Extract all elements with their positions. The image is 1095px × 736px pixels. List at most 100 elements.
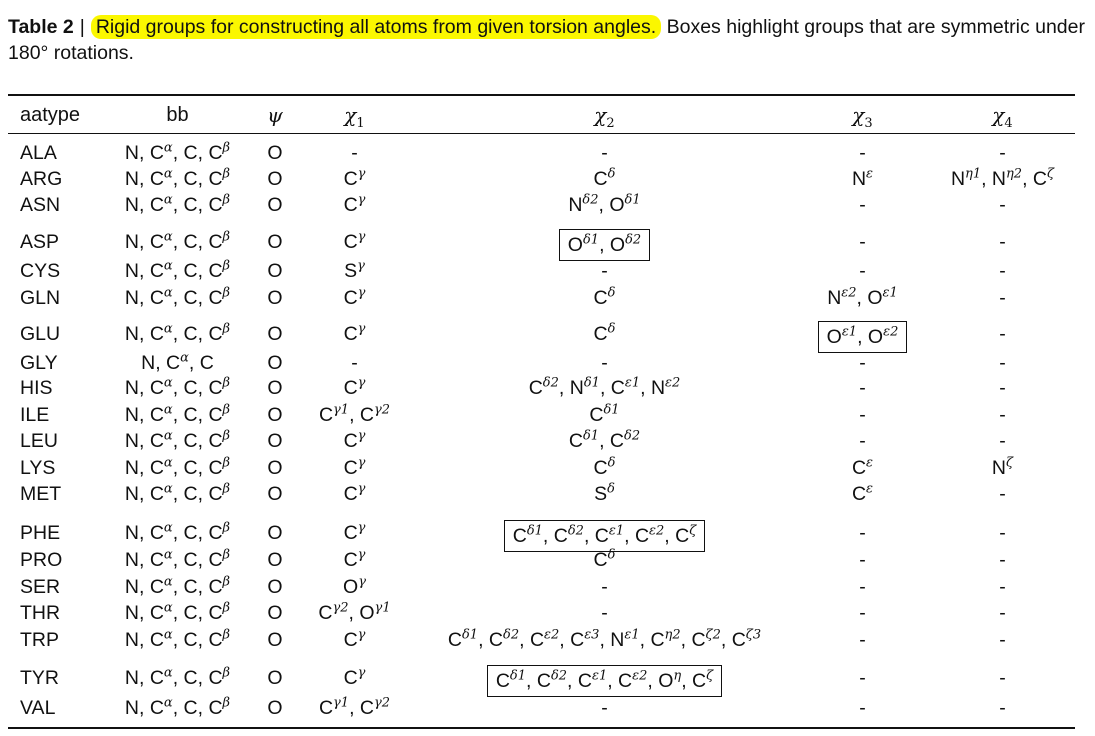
cell-bb: N, Cα, C, Cβ <box>100 428 255 454</box>
cell-value: O <box>267 600 282 626</box>
cell-value: Cγ <box>344 481 366 507</box>
cell-value: Nε <box>852 166 873 192</box>
cell-aatype: TYR <box>20 665 100 691</box>
cell-chi3: - <box>800 428 925 454</box>
cell-chi2: - <box>412 350 797 376</box>
cell-value: O <box>267 140 282 166</box>
cell-value: - <box>351 350 358 376</box>
cell-value: N, Cα, C, Cβ <box>125 481 230 507</box>
table-row-asn: ASN N, Cα, C, Cβ O Cγ Nδ2, Oδ1- - <box>0 192 1095 218</box>
cell-psi: O <box>255 665 295 691</box>
cell-chi1: Oγ <box>297 574 412 600</box>
cell-chi4: Nζ <box>925 455 1080 481</box>
cell-chi1: Cγ <box>297 192 412 218</box>
cell-value: - <box>859 192 866 218</box>
table-row-lys: LYS N, Cα, C, Cβ O Cγ Cδ Cε Nζ <box>0 455 1095 481</box>
cell-chi2: Cδ1, Cδ2 <box>412 428 797 454</box>
cell-chi4: - <box>925 481 1080 507</box>
cell-value: - <box>859 229 866 255</box>
cell-value: SER <box>20 574 60 600</box>
header-chi2-symbol: χ <box>594 103 606 127</box>
cell-chi3: - <box>800 229 925 255</box>
header-rule <box>8 133 1075 134</box>
cell-value: Cγ <box>344 665 366 691</box>
cell-value: - <box>999 695 1006 721</box>
cell-value: O <box>267 455 282 481</box>
cell-chi1: Cγ1, Cγ2 <box>297 695 412 721</box>
table-row-met: MET N, Cα, C, Cβ O Cγ Sδ Cε - <box>0 481 1095 507</box>
cell-psi: O <box>255 350 295 376</box>
table-row-tyr: TYR N, Cα, C, Cβ O Cγ Cδ1, Cδ2, Cε1, Cε2, Oη… <box>0 665 1095 691</box>
cell-value: VAL <box>20 695 55 721</box>
header-chi3-symbol: χ <box>852 103 864 127</box>
cell-psi: O <box>255 600 295 626</box>
cell-chi1: Cγ2, Oγ1 <box>297 600 412 626</box>
cell-value: O <box>267 321 282 347</box>
cell-value: Cγ2, Oγ1 <box>318 600 390 626</box>
cell-value: CYS <box>20 258 60 284</box>
cell-value: MET <box>20 481 61 507</box>
cell-value: Nε2, Oε1 <box>827 285 898 311</box>
cell-chi3: Oε1, Oε2 <box>800 321 925 347</box>
table-row-ala: ALA N, Cα, C, Cβ O - - - - <box>0 140 1095 166</box>
table-row-glu: GLU N, Cα, C, Cβ O Cγ Cδ Oε1, Oε2- <box>0 321 1095 347</box>
cell-bb: N, Cα, C, Cβ <box>100 627 255 653</box>
table-row-phe: PHE N, Cα, C, Cβ O Cγ Cδ1, Cδ2, Cε1, Cε2, Cζ… <box>0 520 1095 546</box>
cell-value: Cγ <box>344 166 366 192</box>
cell-chi3: Nε <box>800 166 925 192</box>
cell-value: N, Cα, C, Cβ <box>125 547 230 573</box>
cell-value: O <box>267 285 282 311</box>
cell-chi4: - <box>925 402 1080 428</box>
cell-value: - <box>999 229 1006 255</box>
cell-bb: N, Cα, C, Cβ <box>100 192 255 218</box>
cell-psi: O <box>255 695 295 721</box>
cell-value: THR <box>20 600 60 626</box>
cell-chi2: Cδ1, Cδ2, Cε1, Cε2, Cζ <box>412 520 797 546</box>
table-row-his: HIS N, Cα, C, Cβ O Cγ Cδ2, Nδ1, Cε1, Nε2 - - <box>0 375 1095 401</box>
cell-value: PHE <box>20 520 60 546</box>
cell-chi4: - <box>925 229 1080 255</box>
cell-value: - <box>601 258 608 284</box>
cell-value: O <box>267 229 282 255</box>
cell-value: N, Cα, C, Cβ <box>125 627 230 653</box>
header-psi: ψ <box>255 103 295 127</box>
cell-value: GLN <box>20 285 60 311</box>
header-chi2: χ2 <box>412 103 797 136</box>
cell-value: ASP <box>20 229 59 255</box>
cell-value: Oγ <box>343 574 366 600</box>
cell-chi4: - <box>925 321 1080 347</box>
cell-value: Cγ <box>344 627 366 653</box>
cell-chi3: - <box>800 258 925 284</box>
cell-chi3: - <box>800 350 925 376</box>
cell-aatype: MET <box>20 481 100 507</box>
cell-value: N, Cα, C, Cβ <box>125 520 230 546</box>
cell-value: Cγ <box>344 520 366 546</box>
table-label: Table 2 <box>8 16 74 38</box>
cell-psi: O <box>255 321 295 347</box>
cell-value: Cγ <box>344 455 366 481</box>
cell-value: N, Cα, C, Cβ <box>125 166 230 192</box>
cell-value: - <box>999 258 1006 284</box>
cell-aatype: HIS <box>20 375 100 401</box>
cell-psi: O <box>255 258 295 284</box>
header-chi3: χ3 <box>800 103 925 136</box>
table-row-leu: LEU N, Cα, C, Cβ O Cγ Cδ1, Cδ2- - <box>0 428 1095 454</box>
header-chi4: χ4 <box>925 103 1080 136</box>
cell-psi: O <box>255 428 295 454</box>
cell-chi2: - <box>412 140 797 166</box>
cell-chi4: - <box>925 428 1080 454</box>
cell-value: - <box>999 285 1006 311</box>
cell-chi4: - <box>925 375 1080 401</box>
cell-psi: O <box>255 285 295 311</box>
cell-psi: O <box>255 402 295 428</box>
cell-value: - <box>999 481 1006 507</box>
cell-value: N, Cα, C, Cβ <box>125 665 230 691</box>
cell-psi: O <box>255 455 295 481</box>
cell-value: Cε <box>852 481 873 507</box>
cell-psi: O <box>255 166 295 192</box>
cell-value: N, Cα, C, Cβ <box>125 695 230 721</box>
cell-value: - <box>859 627 866 653</box>
cell-value: O <box>267 402 282 428</box>
cell-value: O <box>267 520 282 546</box>
cell-psi: O <box>255 547 295 573</box>
